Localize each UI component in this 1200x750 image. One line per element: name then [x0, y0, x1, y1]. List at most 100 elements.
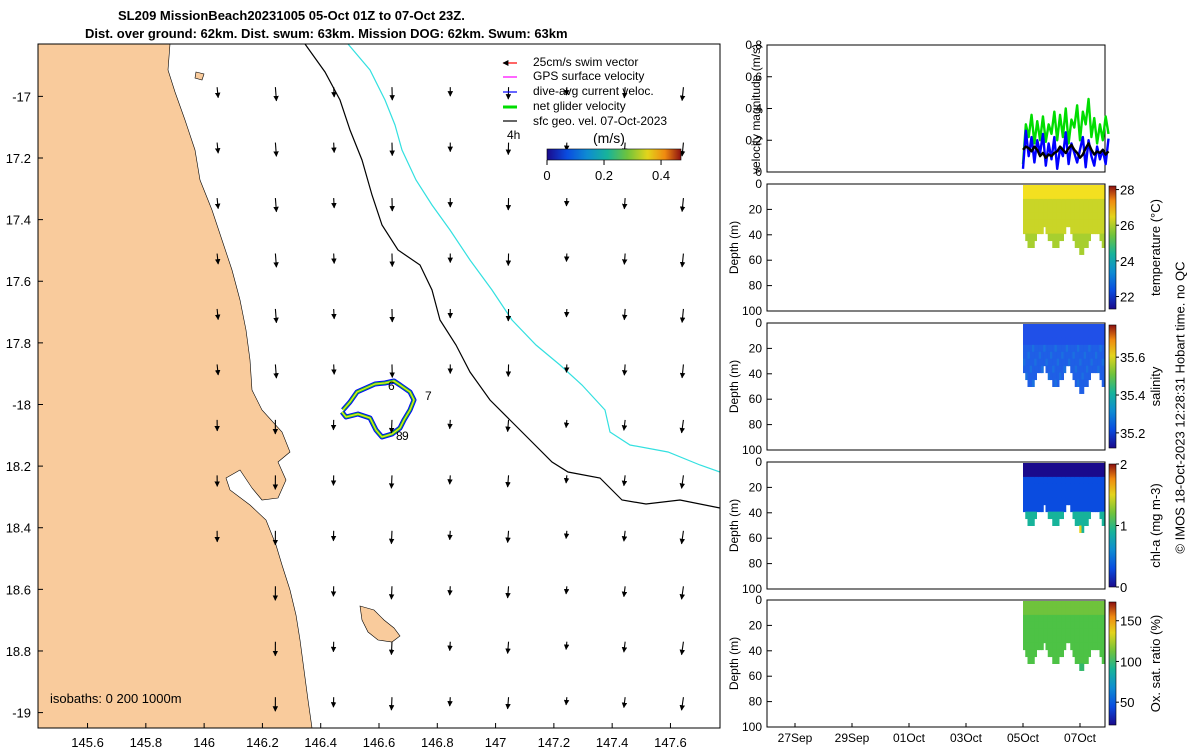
section-cell: [1027, 233, 1031, 242]
section-cell: [1038, 490, 1042, 499]
section-cell: [1065, 635, 1069, 644]
section-cell: [1047, 344, 1051, 353]
section-cell: [1056, 635, 1060, 644]
section-cell: [1023, 490, 1026, 499]
section-cell: [1052, 504, 1055, 513]
section-cell: [1065, 463, 1069, 471]
section-cell: [1070, 483, 1073, 492]
section-cell: [1056, 614, 1060, 623]
section-cell: [1032, 518, 1035, 526]
section-cell: [1086, 233, 1089, 242]
section-cell: [1038, 365, 1042, 374]
section-cell: [1081, 614, 1085, 623]
section-cell: [1054, 212, 1058, 221]
section-cell: [1072, 511, 1076, 520]
geo-arrow: [505, 697, 511, 710]
isobath-200m: [304, 44, 720, 509]
section-cell: [1041, 185, 1044, 193]
map-y-tick-label: 18.2: [6, 459, 31, 474]
section-cell: [1045, 621, 1049, 630]
section-colorbar-tick-label: 35.2: [1120, 426, 1145, 441]
map-x-tick-label: 146.2: [246, 735, 279, 750]
section-cell: [1027, 219, 1031, 228]
section-cell: [1056, 656, 1060, 664]
section-cell: [1088, 205, 1091, 214]
section-cell: [1032, 337, 1035, 346]
section-cell: [1034, 607, 1037, 616]
section-cell: [1097, 212, 1100, 221]
section-cell: [1101, 614, 1105, 623]
section-cell: [1083, 483, 1087, 492]
section-cell: [1050, 614, 1053, 623]
section-cell: [1079, 233, 1082, 242]
section-cell: [1029, 233, 1033, 242]
map-x-tick-label: 146.8: [421, 735, 454, 750]
section-cell: [1038, 358, 1042, 367]
section-cell: [1092, 185, 1096, 193]
section-cell: [1092, 365, 1096, 374]
section-cell: [1072, 233, 1076, 242]
section-cell: [1074, 344, 1078, 353]
section-cell: [1074, 642, 1078, 651]
section-cell: [1034, 469, 1037, 478]
section-cell: [1095, 476, 1098, 485]
section-cell: [1095, 621, 1098, 630]
section-cell: [1034, 504, 1037, 513]
section-cell: [1043, 185, 1046, 193]
section-cell: [1027, 344, 1031, 353]
section-cell: [1095, 337, 1098, 346]
section-cell: [1023, 344, 1026, 353]
section-cell: [1032, 226, 1035, 235]
section-cell: [1072, 344, 1076, 353]
section-cell: [1086, 635, 1089, 644]
section-cell: [1063, 344, 1067, 353]
section-cell: [1056, 379, 1060, 387]
section-cell: [1061, 212, 1064, 221]
section-cell: [1029, 240, 1033, 248]
section-cell: [1081, 233, 1085, 242]
section-cell: [1054, 185, 1058, 193]
section-cell: [1072, 463, 1076, 471]
section-cell: [1068, 191, 1071, 200]
section-cell: [1054, 518, 1058, 526]
section-cell: [1045, 365, 1049, 374]
section-cell: [1059, 344, 1062, 353]
section-cell: [1027, 372, 1031, 381]
section-cell: [1086, 219, 1089, 228]
section-cell: [1056, 365, 1060, 374]
section-cell: [1088, 614, 1091, 623]
geo-arrow: [214, 253, 221, 265]
section-cell: [1101, 635, 1105, 644]
section-cell: [1034, 483, 1037, 492]
section-cell: [1023, 337, 1026, 346]
map-y-tick-label: 18.8: [6, 644, 31, 659]
section-cell: [1101, 240, 1105, 248]
section-cell: [1099, 365, 1103, 374]
section-cell: [1032, 212, 1035, 221]
section-cell: [1099, 233, 1103, 242]
section-cell: [1047, 365, 1051, 374]
section-cell: [1045, 358, 1049, 367]
section-cell: [1070, 601, 1073, 609]
section-cell: [1029, 518, 1033, 526]
section-cell: [1032, 483, 1035, 492]
section-cell: [1101, 621, 1105, 630]
section-cell: [1079, 351, 1082, 360]
section-cell: [1045, 351, 1049, 360]
section-cell: [1038, 191, 1042, 200]
section-cell: [1038, 351, 1042, 360]
section-cell: [1061, 191, 1064, 200]
section-cell: [1041, 226, 1044, 235]
section-cell: [1025, 504, 1028, 513]
section-cell: [1027, 621, 1031, 630]
section-cell: [1077, 463, 1080, 471]
geo-arrow: [214, 308, 221, 321]
section-cell: [1025, 469, 1028, 478]
section-cell: [1050, 607, 1053, 616]
section-cell: [1056, 628, 1060, 637]
section-cell: [1077, 198, 1080, 207]
geo-arrow: [273, 308, 279, 324]
section-cell: [1083, 469, 1087, 478]
section-cell: [1056, 358, 1060, 367]
section-cell: [1034, 463, 1037, 471]
